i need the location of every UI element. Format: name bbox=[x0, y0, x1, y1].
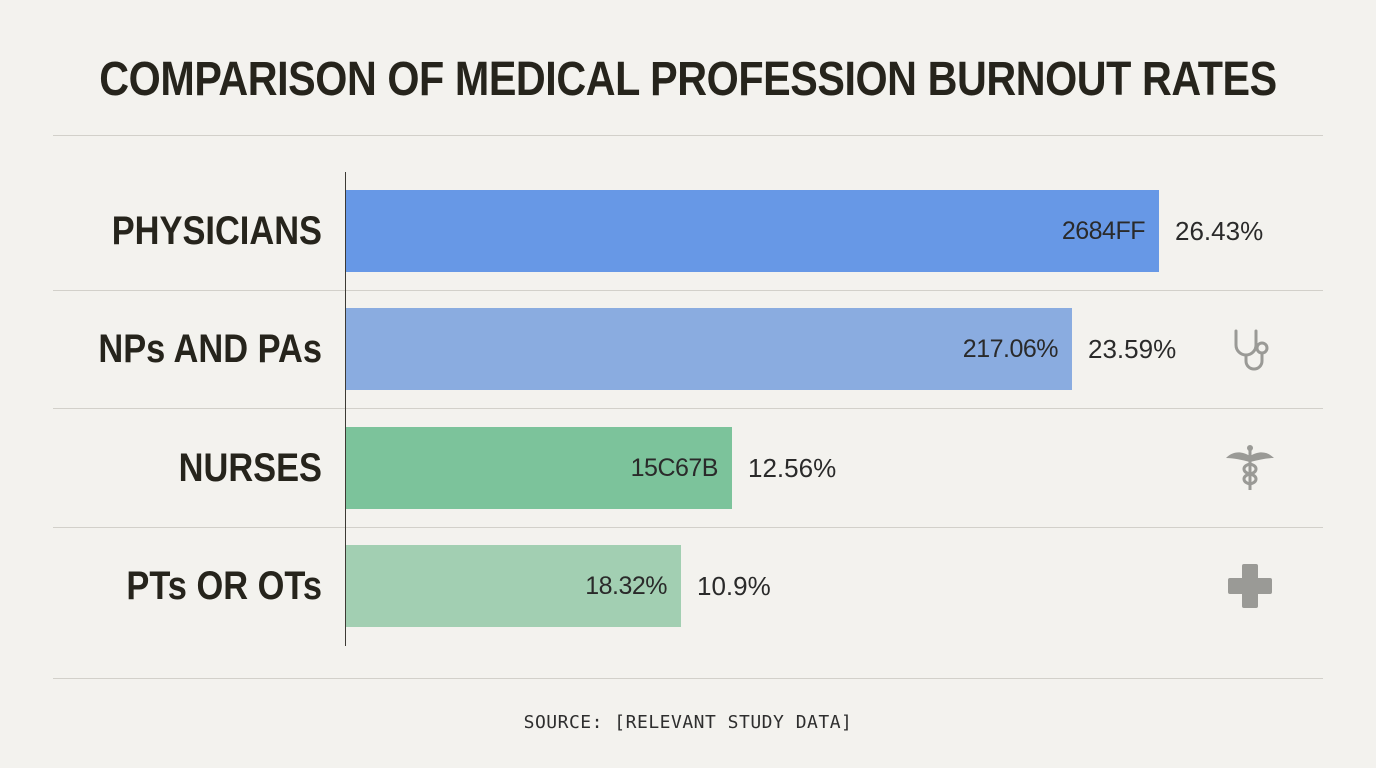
divider-top bbox=[53, 135, 1323, 136]
bar-inner-label: 18.32% bbox=[585, 572, 667, 600]
stethoscope-icon bbox=[1224, 323, 1276, 375]
value-label: 26.43% bbox=[1175, 216, 1264, 246]
bar-inner-label: 15C67B bbox=[630, 454, 719, 482]
value-label: 10.9% bbox=[697, 571, 771, 601]
bar bbox=[346, 190, 1159, 272]
bar bbox=[346, 545, 681, 627]
divider-row-3 bbox=[53, 527, 1323, 528]
category-label: NURSES bbox=[178, 446, 322, 490]
divider-bottom bbox=[53, 678, 1323, 679]
category-label: PHYSICIANS bbox=[111, 209, 322, 253]
bar bbox=[346, 427, 732, 509]
category-label: PTs OR OTs bbox=[126, 564, 322, 608]
caduceus-icon bbox=[1224, 442, 1276, 494]
bar-inner-label: 2684FF bbox=[1061, 217, 1146, 245]
medical-cross-icon bbox=[1224, 560, 1276, 612]
value-label: 23.59% bbox=[1088, 334, 1177, 364]
y-axis-line bbox=[345, 172, 346, 646]
bar-inner-label: 217.06% bbox=[962, 335, 1059, 363]
divider-row-2 bbox=[53, 408, 1323, 409]
category-label: NPs AND PAs bbox=[98, 327, 322, 371]
value-label: 12.56% bbox=[748, 453, 837, 483]
source-note: SOURCE: [RELEVANT STUDY DATA] bbox=[523, 712, 853, 733]
chart-title: COMPARISON OF MEDICAL PROFESSION BURNOUT… bbox=[99, 53, 1277, 106]
divider-row-1 bbox=[53, 290, 1323, 291]
bar bbox=[346, 308, 1072, 390]
